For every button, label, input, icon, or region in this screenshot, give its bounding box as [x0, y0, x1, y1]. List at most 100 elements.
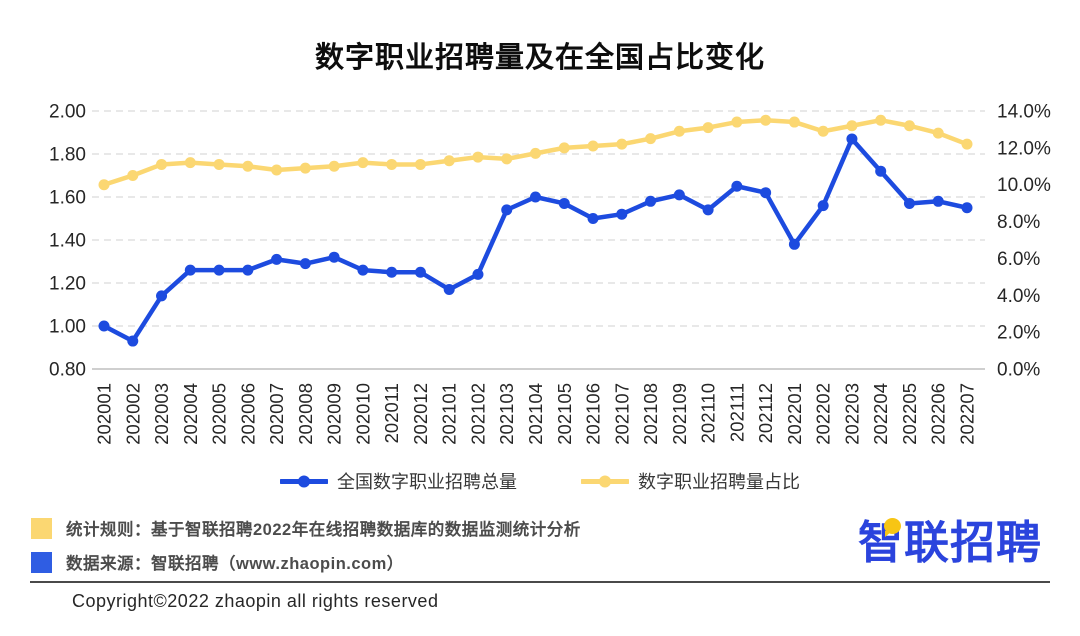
- x-axis-tick: 202205: [899, 383, 920, 445]
- x-axis-tick: 202002: [122, 383, 143, 445]
- data-point: [184, 264, 196, 276]
- data-point: [587, 213, 599, 224]
- left-axis-tick: 1.00: [49, 317, 86, 338]
- left-axis-tick: 1.60: [49, 188, 86, 209]
- right-axis-tick: 12.0%: [997, 138, 1051, 159]
- x-axis-tick: 202004: [180, 383, 201, 445]
- data-point: [875, 114, 887, 126]
- left-axis-tick: 0.80: [49, 360, 86, 381]
- data-point: [156, 290, 168, 302]
- data-point: [98, 179, 110, 191]
- data-point: [357, 264, 369, 276]
- footnote-text: 数据来源：智联招聘（www.zhaopin.com）: [66, 555, 404, 573]
- data-point: [616, 208, 628, 220]
- blue-swatch-icon: [31, 551, 52, 573]
- legend-label-total: 全国数字职业招聘总量: [337, 472, 517, 492]
- data-point: [961, 202, 973, 214]
- data-point: [558, 142, 570, 154]
- data-point: [817, 200, 829, 212]
- speech-bubble-icon: [883, 518, 901, 537]
- x-axis-tick: 202109: [669, 383, 690, 445]
- chart-title: 数字职业招聘量及在全国占比变化: [314, 42, 765, 74]
- data-point: [903, 120, 915, 132]
- data-point: [760, 187, 772, 199]
- data-point: [875, 165, 887, 177]
- x-axis-tick: 202006: [237, 383, 258, 445]
- x-axis-tick: 202111: [726, 383, 747, 442]
- data-point: [702, 204, 714, 216]
- zhaopin-logo: 智联招聘: [858, 516, 1042, 570]
- x-axis-tick: 202204: [870, 383, 891, 445]
- x-axis-tick: 202103: [496, 383, 517, 445]
- data-point: [213, 158, 225, 170]
- left-axis-tick: 1.80: [49, 145, 86, 166]
- data-point: [558, 197, 570, 209]
- data-point: [903, 197, 915, 209]
- right-axis-tick: 10.0%: [997, 175, 1051, 196]
- footer-divider: [30, 581, 1050, 583]
- x-axis-tick: 202112: [755, 383, 776, 443]
- blue-line-marker-icon: [280, 475, 328, 487]
- x-axis-tick: 202207: [957, 383, 978, 445]
- x-axis-tick: 202009: [324, 383, 345, 445]
- legend-item-share: 数字职业招聘量占比: [581, 468, 800, 494]
- right-axis-tick: 6.0%: [997, 249, 1040, 270]
- footnote-data-source: 数据来源：智联招聘（www.zhaopin.com）: [31, 550, 581, 574]
- data-point: [357, 157, 369, 169]
- left-axis-tick: 1.20: [49, 274, 86, 295]
- x-axis-tick: 202203: [841, 383, 862, 445]
- x-axis-tick: 202102: [467, 383, 488, 445]
- footnote-text: 统计规则：基于智联招聘2022年在线招聘数据库的数据监测统计分析: [66, 521, 581, 539]
- data-point: [760, 114, 772, 126]
- data-point: [386, 266, 398, 278]
- x-axis-tick: 202007: [266, 383, 287, 445]
- data-point: [530, 147, 541, 159]
- right-axis-tick: 4.0%: [997, 286, 1040, 307]
- legend-item-total: 全国数字职业招聘总量: [280, 468, 517, 494]
- data-point: [127, 170, 139, 181]
- dual-axis-line-chart: 2.00 1.80 1.60 1.40 1.20 1.00 0.80 14.0% 12.0% 10…: [49, 102, 1051, 445]
- x-axis-tick: 202108: [640, 383, 661, 445]
- data-point: [472, 268, 484, 280]
- data-point: [616, 138, 628, 150]
- x-axis-tick: 202001: [94, 383, 115, 445]
- data-point: [98, 320, 110, 332]
- left-axis-tick: 2.00: [49, 102, 86, 123]
- data-point: [961, 138, 973, 150]
- x-axis-tick: 202101: [439, 383, 460, 445]
- x-axis-tick: 202003: [151, 383, 172, 445]
- data-point: [184, 157, 196, 169]
- data-point: [242, 160, 254, 172]
- data-point: [817, 125, 829, 137]
- right-axis-tick: 0.0%: [997, 360, 1040, 381]
- copyright-text: Copyright©2022 zhaopin all rights reserv…: [72, 591, 439, 611]
- data-point: [242, 264, 254, 276]
- data-point: [328, 160, 340, 172]
- data-point: [443, 155, 455, 167]
- data-point: [501, 204, 513, 216]
- data-point: [414, 266, 426, 278]
- x-axis-tick: 202008: [295, 383, 316, 445]
- data-point: [414, 158, 426, 170]
- x-axis-tick: 202012: [410, 383, 431, 445]
- data-point: [587, 140, 599, 152]
- data-point: [932, 127, 944, 139]
- data-point: [673, 125, 685, 137]
- data-point: [846, 133, 858, 145]
- data-point: [386, 158, 398, 170]
- data-point: [731, 180, 743, 192]
- x-axis-tick: 202104: [525, 383, 546, 445]
- x-axis-tick: 202106: [583, 383, 604, 445]
- footnotes: 统计规则：基于智联招聘2022年在线招聘数据库的数据监测统计分析 数据来源：智联…: [31, 516, 581, 584]
- data-point: [299, 258, 311, 270]
- data-point: [788, 238, 800, 250]
- yellow-swatch-icon: [31, 517, 52, 539]
- x-axis-tick: 202105: [554, 383, 575, 445]
- data-point: [299, 162, 311, 174]
- footnote-statistics-rule: 统计规则：基于智联招聘2022年在线招聘数据库的数据监测统计分析: [31, 516, 581, 540]
- data-point: [645, 133, 657, 145]
- x-axis-tick: 202011: [381, 383, 402, 443]
- x-axis-tick: 202107: [611, 383, 632, 445]
- data-point: [932, 195, 944, 207]
